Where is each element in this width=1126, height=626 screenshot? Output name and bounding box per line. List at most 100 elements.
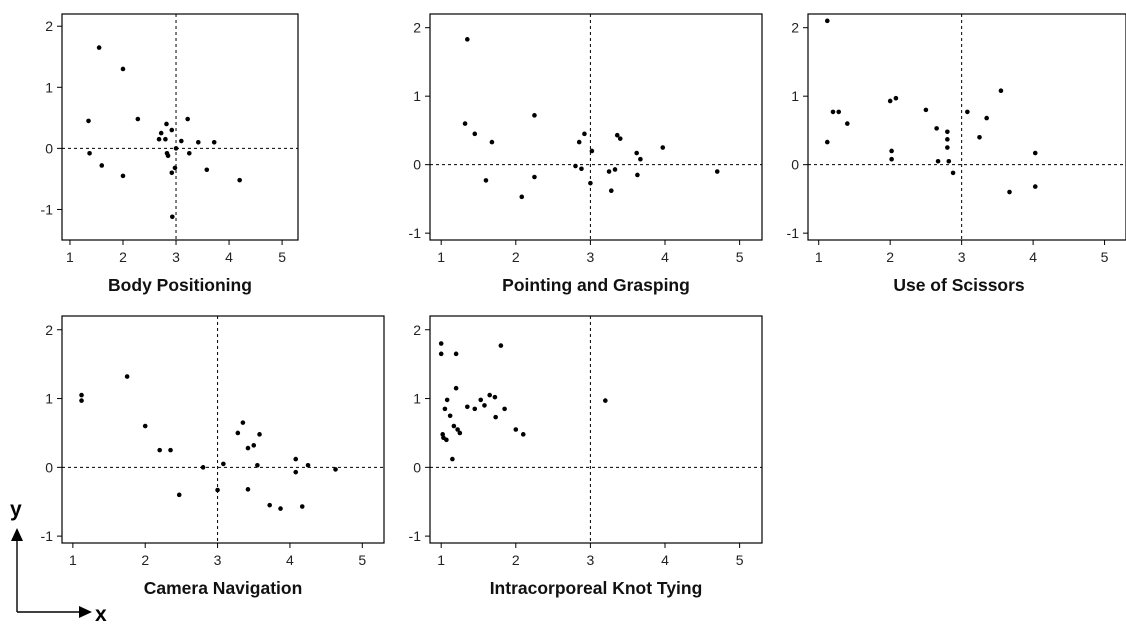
x-tick-label: 3 xyxy=(172,249,180,265)
data-point xyxy=(157,447,162,453)
data-point xyxy=(186,150,192,156)
data-point xyxy=(934,126,939,131)
data-point xyxy=(204,167,210,173)
data-point xyxy=(498,343,504,348)
data-point xyxy=(660,145,666,150)
y-direction-label: y xyxy=(10,498,22,521)
data-point xyxy=(617,136,623,141)
x-direction-arrow-head xyxy=(79,606,92,618)
data-point xyxy=(120,66,126,72)
y-tick-label: -1 xyxy=(41,528,54,544)
data-point xyxy=(487,392,492,398)
x-tick-label: 1 xyxy=(69,552,77,568)
data-point xyxy=(124,374,130,379)
data-point xyxy=(158,130,164,136)
data-point xyxy=(472,131,478,137)
y-tick-label: 2 xyxy=(45,18,53,34)
data-point xyxy=(493,414,498,420)
data-point xyxy=(245,445,251,451)
data-point xyxy=(438,351,444,357)
data-point xyxy=(211,139,217,145)
data-point xyxy=(453,351,459,357)
x-tick-label: 4 xyxy=(286,552,294,568)
data-point xyxy=(472,406,478,412)
x-tick-label: 5 xyxy=(736,552,744,568)
x-tick-label: 3 xyxy=(587,552,595,568)
data-point xyxy=(582,131,587,137)
data-point xyxy=(450,456,455,462)
data-point xyxy=(99,163,105,168)
data-point xyxy=(240,420,246,425)
data-point xyxy=(502,406,507,412)
data-point xyxy=(299,504,305,509)
data-point xyxy=(489,139,495,145)
data-point xyxy=(237,177,242,183)
data-point xyxy=(576,139,582,145)
x-tick-label: 5 xyxy=(1101,249,1109,265)
data-point xyxy=(251,443,257,448)
data-point xyxy=(120,173,126,179)
data-point xyxy=(86,118,91,124)
plot-frame xyxy=(429,315,763,544)
panel-use-of-scissors: -1 0 1 2 1 2 3 4 5 Use of Scissors xyxy=(787,13,1126,295)
y-tick-label: 0 xyxy=(413,157,421,173)
data-point xyxy=(195,139,201,145)
data-point xyxy=(79,398,84,403)
x-tick-label: 1 xyxy=(815,249,823,265)
y-tick-label: 1 xyxy=(413,391,421,407)
x-tick-label: 2 xyxy=(512,552,520,568)
x-tick-label: 4 xyxy=(225,249,233,265)
data-point xyxy=(634,150,639,156)
y-tick-label: 0 xyxy=(413,459,421,475)
x-tick-label: 2 xyxy=(886,249,894,265)
data-point xyxy=(513,427,519,432)
data-point xyxy=(945,145,950,150)
y-tick-label: -1 xyxy=(41,201,54,217)
data-point xyxy=(612,167,618,172)
x-tick-label: 4 xyxy=(1029,249,1037,265)
data-point xyxy=(614,132,620,138)
y-tick-label: -1 xyxy=(787,225,800,241)
data-point xyxy=(79,392,84,398)
data-point xyxy=(221,461,226,467)
y-tick-label: 1 xyxy=(45,391,53,407)
data-point xyxy=(482,403,487,408)
panel-title: Intracorporeal Knot Tying xyxy=(490,578,703,598)
panel-title: Use of Scissors xyxy=(893,275,1025,295)
data-point xyxy=(278,506,283,511)
x-tick-label: 2 xyxy=(119,249,127,265)
x-tick-label: 1 xyxy=(66,249,74,265)
y-tick-label: 2 xyxy=(413,20,421,36)
data-point xyxy=(588,180,593,186)
data-point xyxy=(893,95,899,101)
plot-frame xyxy=(61,13,299,241)
data-point xyxy=(235,430,241,436)
data-point xyxy=(998,88,1004,94)
data-point xyxy=(176,492,182,498)
y-tick-label: 0 xyxy=(791,157,799,173)
data-point xyxy=(573,163,578,169)
panel-body-positioning: -1 0 1 2 1 2 3 4 5 Body Positioning xyxy=(41,13,299,295)
data-point xyxy=(589,148,595,154)
data-point xyxy=(451,423,457,429)
data-point xyxy=(163,136,168,142)
data-point xyxy=(492,394,498,400)
y-tick-label: 1 xyxy=(45,79,53,95)
data-point xyxy=(520,432,526,437)
y-tick-label: 2 xyxy=(413,322,421,338)
data-point xyxy=(889,156,894,162)
data-point xyxy=(519,194,525,200)
data-point xyxy=(169,170,175,176)
data-point xyxy=(465,404,470,410)
data-point xyxy=(984,115,989,121)
data-point xyxy=(170,214,175,220)
data-point xyxy=(824,18,830,24)
data-point xyxy=(462,121,468,126)
data-point xyxy=(714,169,720,174)
data-point xyxy=(257,432,262,437)
data-point xyxy=(935,158,941,164)
data-point xyxy=(950,170,956,176)
data-point xyxy=(465,37,470,42)
plot-frame xyxy=(429,13,763,241)
